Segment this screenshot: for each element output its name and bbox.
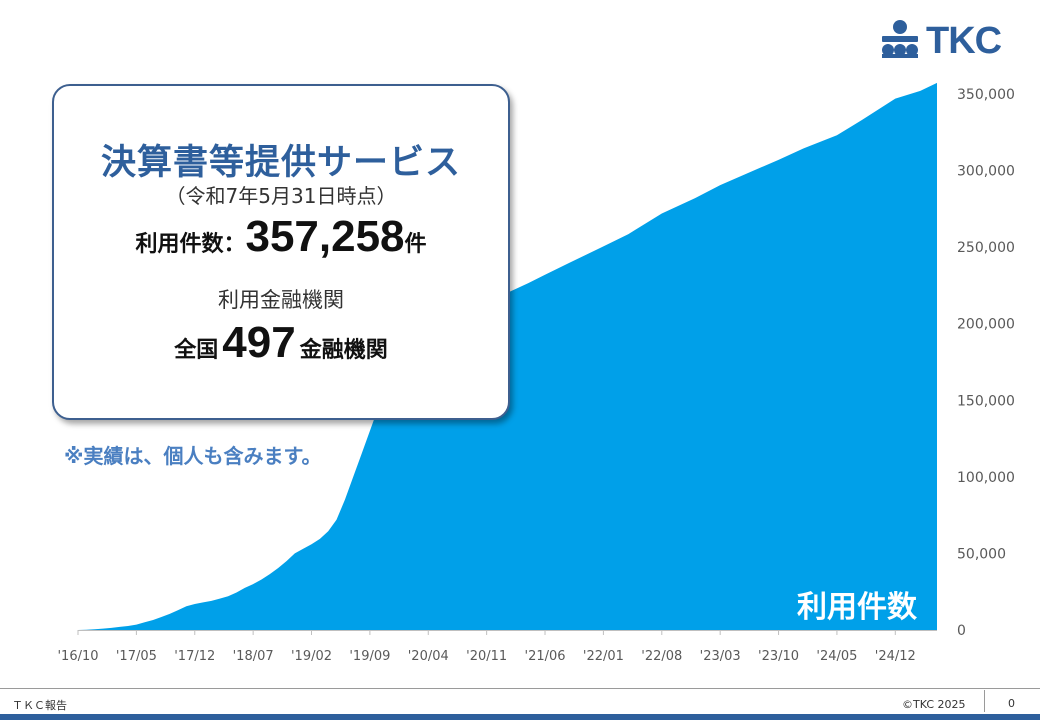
footer-copyright: ©TKC 2025 (902, 698, 966, 711)
footer-separator (984, 690, 985, 712)
institutions-label: 利用金融機関 (218, 288, 344, 312)
x-tick-label: '24/05 (816, 649, 857, 664)
institutions-count: 全国497 金融機関 (54, 318, 508, 368)
x-tick-label: '23/10 (758, 649, 799, 664)
x-tick-label: '21/06 (525, 649, 566, 664)
y-tick-label: 100,000 (957, 470, 1015, 486)
institutions-prefix: 全国 (174, 338, 219, 363)
institutions-unit: 金融機関 (299, 338, 388, 363)
usage-count-value: 357,258 (245, 212, 405, 261)
x-tick-label: '19/02 (291, 649, 332, 664)
footer-divider (0, 688, 1040, 689)
x-tick-label: '22/01 (583, 649, 624, 664)
institutions-value: 497 (222, 318, 296, 367)
tkc-logo: TKC (878, 18, 1018, 64)
y-tick-label: 200,000 (957, 317, 1015, 333)
x-tick-label: '18/07 (233, 649, 274, 664)
x-tick-label: '24/12 (875, 649, 916, 664)
tkc-logo-text: TKC (926, 20, 1002, 62)
y-tick-label: 150,000 (957, 393, 1015, 409)
summary-card: 決算書等提供サービス （令和7年5月31日時点） 利用件数：357,258件 利… (52, 84, 510, 420)
series-label: 利用件数 (797, 590, 917, 625)
footer-accent-bar (0, 714, 1040, 720)
x-tick-label: '23/03 (700, 649, 741, 664)
x-tick-label: '17/05 (116, 649, 157, 664)
card-title: 決算書等提供サービス (100, 143, 461, 183)
x-tick-label: '22/08 (641, 649, 682, 664)
card-subtitle: （令和7年5月31日時点） (165, 184, 397, 208)
x-tick-label: '20/11 (466, 649, 507, 664)
x-tick-label: '17/12 (174, 649, 215, 664)
y-tick-label: 250,000 (957, 240, 1015, 256)
x-tick-label: '20/04 (408, 649, 449, 664)
usage-count: 利用件数：357,258件 (54, 212, 508, 262)
y-tick-label: 350,000 (957, 87, 1015, 103)
x-tick-label: '19/09 (349, 649, 390, 664)
footer-report-title: ＴＫＣ報告 (12, 699, 67, 712)
footnote: ※実績は、個人も含みます。 (64, 444, 322, 468)
usage-count-label: 利用件数： (135, 232, 246, 257)
y-tick-label: 0 (957, 623, 966, 639)
y-tick-label: 50,000 (957, 546, 1006, 562)
footer-page-number: 0 (1008, 697, 1015, 710)
tkc-logo-icon (882, 20, 918, 58)
x-tick-label: '16/10 (57, 649, 98, 664)
y-tick-label: 300,000 (957, 164, 1015, 180)
usage-count-unit: 件 (404, 232, 427, 257)
